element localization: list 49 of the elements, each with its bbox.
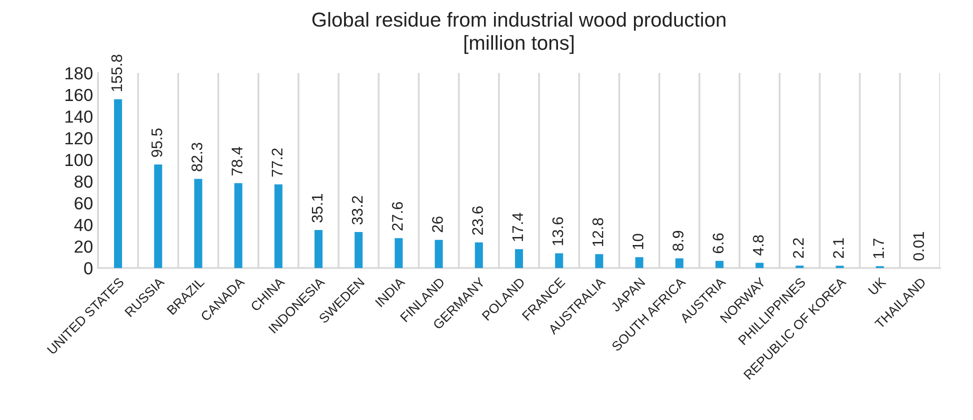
- bar: [394, 238, 403, 268]
- data-label: 27.6: [392, 202, 403, 230]
- data-label: 2.1: [833, 238, 844, 258]
- bar: [555, 253, 564, 268]
- y-tick-label: 0: [84, 262, 92, 274]
- data-label: 4.8: [752, 235, 764, 256]
- data-label: 26: [432, 216, 443, 232]
- data-label: 35.1: [312, 194, 323, 222]
- bar: [635, 257, 644, 268]
- data-label: 33.2: [352, 196, 363, 225]
- y-tick-label: 40: [74, 218, 92, 232]
- y-tick-label: 120: [66, 132, 92, 144]
- bar: [234, 183, 242, 268]
- bar: [114, 99, 122, 268]
- data-label: 95.5: [151, 128, 162, 157]
- bar: [274, 184, 282, 268]
- bar: [514, 249, 524, 268]
- bar: [595, 254, 604, 268]
- y-tick-label: 180: [66, 67, 92, 80]
- bar: [756, 262, 764, 268]
- data-label: 2.2: [792, 238, 804, 258]
- data-label: 1.7: [873, 238, 884, 258]
- data-label: 8.9: [672, 230, 684, 251]
- y-tick-label: 100: [66, 154, 92, 166]
- y-tick-label: 80: [74, 176, 92, 188]
- data-label: 23.6: [472, 206, 484, 235]
- data-label: 82.3: [192, 142, 202, 172]
- bar: [715, 260, 724, 268]
- chart-title: Global residue from industrial wood production [million tons]: [312, 12, 726, 54]
- y-tick-label: 140: [66, 110, 92, 123]
- bar: [434, 240, 443, 268]
- y-tick-label: 60: [74, 197, 92, 210]
- y-tick-label: 160: [66, 88, 92, 102]
- data-label: 77.2: [272, 148, 282, 177]
- bar: [314, 230, 323, 268]
- data-label: 0.01: [913, 232, 924, 260]
- data-label: 78.4: [232, 146, 242, 176]
- data-label: 10: [632, 234, 644, 250]
- data-label: 12.8: [592, 218, 604, 246]
- bar: [354, 232, 363, 268]
- data-label: 17.4: [512, 212, 523, 242]
- y-tick-label: 20: [74, 240, 92, 253]
- bar: [474, 242, 483, 268]
- bar: [194, 178, 202, 268]
- data-label: 13.6: [552, 217, 564, 246]
- data-label: 155.8: [111, 54, 122, 92]
- bar: [675, 258, 684, 268]
- data-label: 6.6: [712, 233, 724, 254]
- bar: [154, 164, 162, 268]
